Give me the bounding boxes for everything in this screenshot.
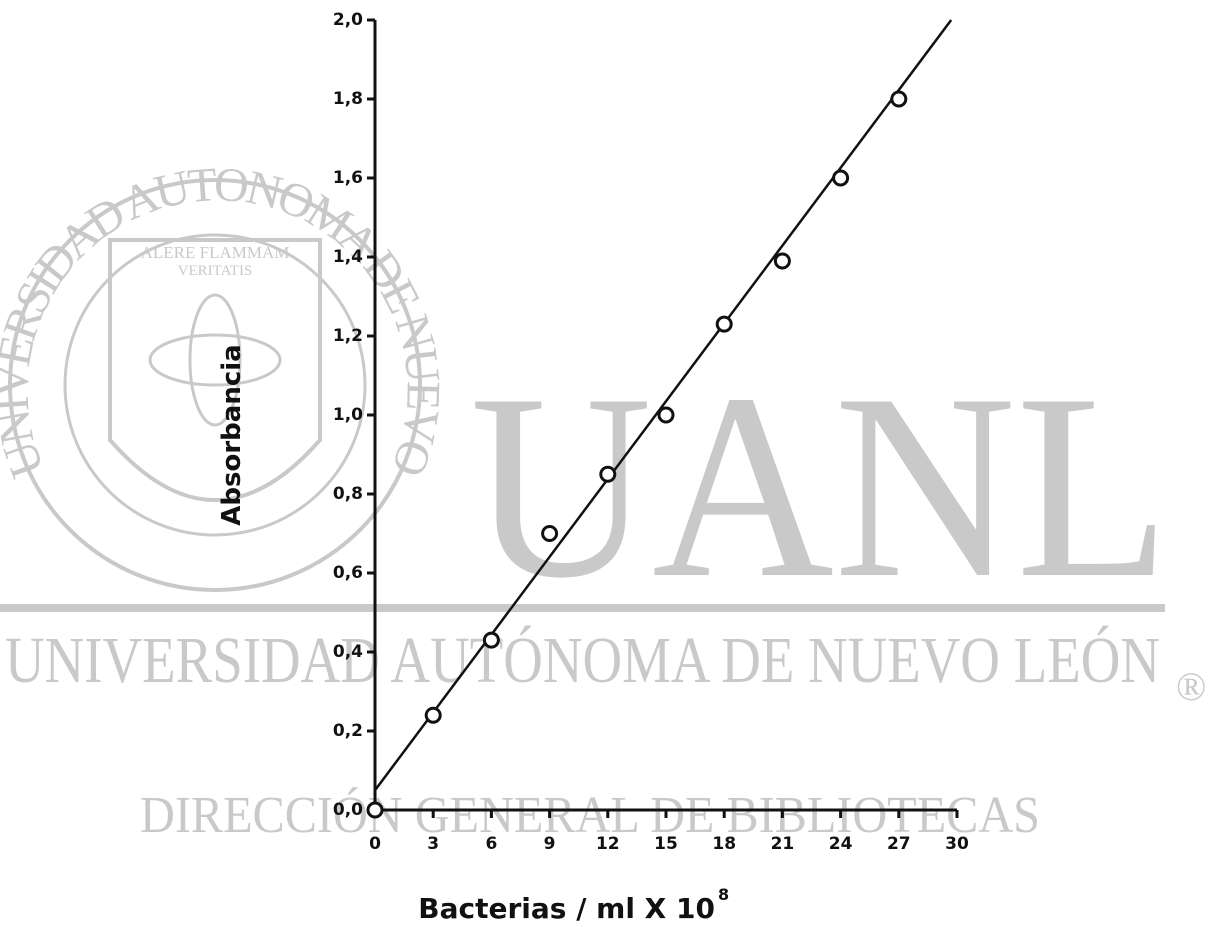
x-tick-label: 21 xyxy=(771,834,795,854)
fit-line xyxy=(373,19,953,791)
registered-mark: ® xyxy=(1176,664,1206,709)
y-tick-label: 0,8 xyxy=(333,484,363,504)
seal-ring xyxy=(8,178,422,592)
x-tick-label: 18 xyxy=(712,834,736,854)
y-tick-label: 0,0 xyxy=(333,800,363,820)
seal-motto: VERITATIS xyxy=(178,263,253,279)
x-tick-label: 6 xyxy=(485,834,497,854)
x-tick-label: 24 xyxy=(829,834,853,854)
x-tick-label: 3 xyxy=(427,834,439,854)
seal-motto: ALERE FLAMMAM xyxy=(141,243,290,262)
y-tick-label: 1,0 xyxy=(333,405,363,425)
data-point xyxy=(773,252,791,270)
y-tick-label: 0,4 xyxy=(333,642,363,662)
y-tick-label: 1,4 xyxy=(333,247,363,267)
watermark-line: UNIVERSIDAD AUTÓNOMA DE NUEVO LEÓN xyxy=(5,624,1160,697)
data-point xyxy=(715,315,733,333)
x-tick-label: 27 xyxy=(887,834,911,854)
seal-atom xyxy=(148,333,282,387)
y-tick-label: 2,0 xyxy=(333,10,363,30)
data-point xyxy=(366,801,384,819)
data-point xyxy=(599,465,617,483)
watermark: UNIVERSIDAD AUTONOMA DE NUEVO LEON ALERE… xyxy=(0,0,1206,844)
y-tick-label: 0,2 xyxy=(333,721,363,741)
y-tick-label: 1,6 xyxy=(333,168,363,188)
data-point xyxy=(482,631,500,649)
data-point xyxy=(541,525,559,542)
data-point xyxy=(890,90,908,108)
band xyxy=(0,604,1165,612)
y-tick-label: 0,6 xyxy=(333,563,363,583)
x-tick-label: 30 xyxy=(945,834,969,854)
watermark-line: DIRECCIÓN GENERAL DE BIBLIOTECAS xyxy=(140,786,1040,844)
seal-atom xyxy=(188,293,242,427)
data-point xyxy=(832,169,850,187)
y-axis-label: Absorbancia xyxy=(217,344,247,525)
data-point xyxy=(657,406,675,424)
x-tick-label: 15 xyxy=(654,834,678,854)
x-axis-label-exponent: 8 xyxy=(718,885,729,904)
x-tick-label: 12 xyxy=(596,834,620,854)
x-tick-label: 0 xyxy=(369,834,381,854)
x-tick-label: 9 xyxy=(544,834,556,854)
seal-shield xyxy=(108,238,322,502)
y-tick-label: 1,8 xyxy=(333,89,363,109)
data-point xyxy=(424,706,442,724)
y-tick-label: 1,2 xyxy=(333,326,363,346)
big-letters: UANL xyxy=(470,340,1170,633)
seal-ring xyxy=(63,233,367,537)
x-axis-label: Bacterias / ml X 10 xyxy=(418,892,715,925)
